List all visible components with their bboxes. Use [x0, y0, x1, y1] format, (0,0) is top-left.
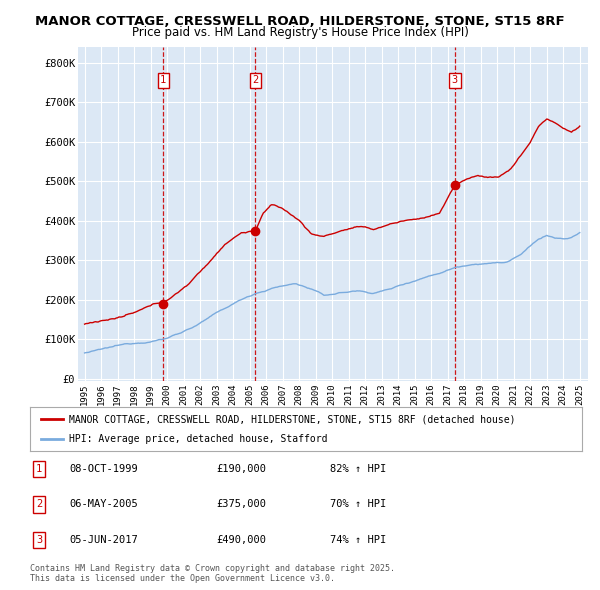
Text: £375,000: £375,000: [216, 500, 266, 509]
Text: 3: 3: [36, 535, 42, 545]
Text: 05-JUN-2017: 05-JUN-2017: [69, 535, 138, 545]
Text: 1: 1: [160, 76, 166, 86]
Text: Price paid vs. HM Land Registry's House Price Index (HPI): Price paid vs. HM Land Registry's House …: [131, 26, 469, 39]
Text: Contains HM Land Registry data © Crown copyright and database right 2025.
This d: Contains HM Land Registry data © Crown c…: [30, 563, 395, 583]
Text: 06-MAY-2005: 06-MAY-2005: [69, 500, 138, 509]
Text: HPI: Average price, detached house, Stafford: HPI: Average price, detached house, Staf…: [68, 434, 327, 444]
Text: 2: 2: [36, 500, 42, 509]
Text: 74% ↑ HPI: 74% ↑ HPI: [330, 535, 386, 545]
Text: 3: 3: [452, 76, 458, 86]
Text: MANOR COTTAGE, CRESSWELL ROAD, HILDERSTONE, STONE, ST15 8RF: MANOR COTTAGE, CRESSWELL ROAD, HILDERSTO…: [35, 15, 565, 28]
Text: 1: 1: [36, 464, 42, 474]
Text: 70% ↑ HPI: 70% ↑ HPI: [330, 500, 386, 509]
Text: 2: 2: [253, 76, 259, 86]
Text: 08-OCT-1999: 08-OCT-1999: [69, 464, 138, 474]
Text: 82% ↑ HPI: 82% ↑ HPI: [330, 464, 386, 474]
Text: £490,000: £490,000: [216, 535, 266, 545]
Text: MANOR COTTAGE, CRESSWELL ROAD, HILDERSTONE, STONE, ST15 8RF (detached house): MANOR COTTAGE, CRESSWELL ROAD, HILDERSTO…: [68, 415, 515, 424]
Text: £190,000: £190,000: [216, 464, 266, 474]
